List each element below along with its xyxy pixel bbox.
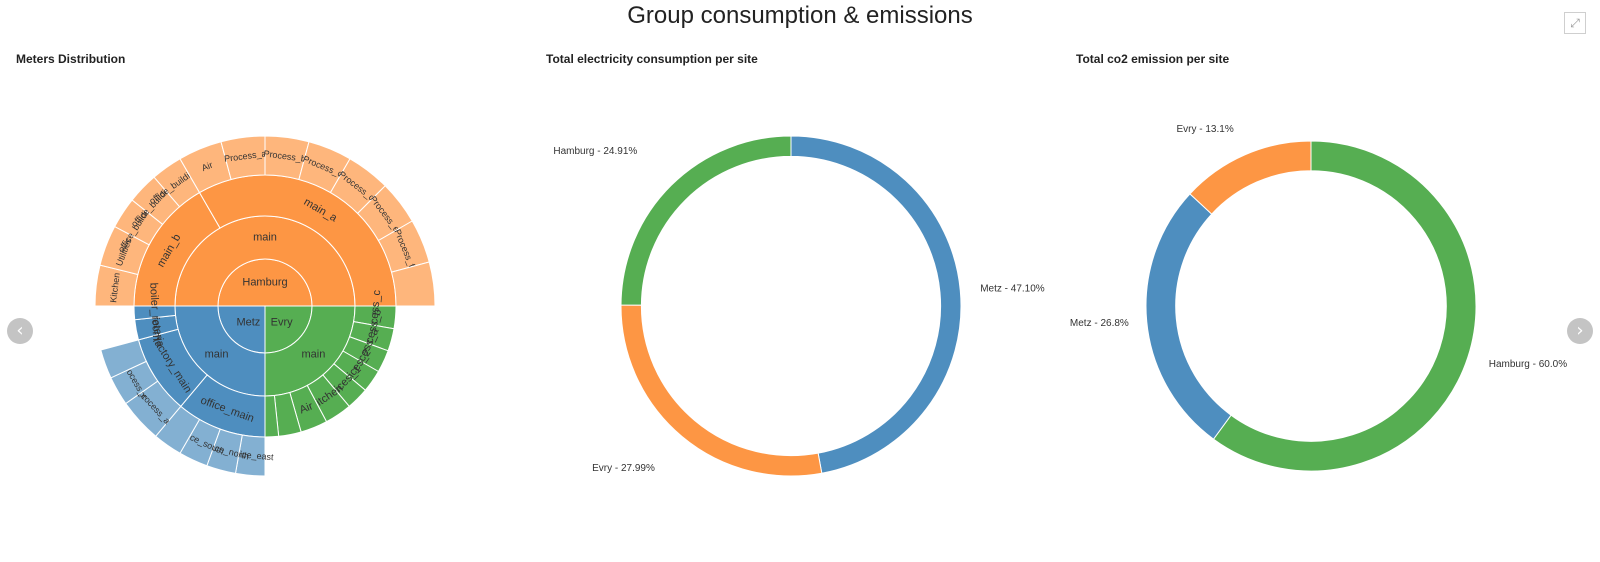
sunburst-label-evry: Evry — [271, 317, 294, 329]
co2-slice-evry[interactable] — [1189, 140, 1312, 215]
sunburst-chart: Hamburgmainmain_bKitchenUtilitiesoffice_… — [94, 135, 436, 477]
co2-slice-hamburg[interactable] — [1212, 140, 1477, 472]
electricity-consumption-title: Total electricity consumption per site — [546, 52, 758, 66]
expand-icon: ⤢ — [1570, 16, 1580, 30]
co2-label-metz: Metz - 26.8% — [1070, 318, 1129, 329]
sunburst-segment-boiler-room[interactable] — [133, 305, 177, 321]
sunburst-label-main: main — [302, 348, 326, 360]
co2-emission-title: Total co2 emission per site — [1076, 52, 1230, 66]
chevron-left-icon: ‹ — [16, 320, 24, 341]
co2-donut-chart: Hamburg - 60.0% Metz - 26.8% Evry - 13.1% — [1070, 124, 1567, 472]
sunburst-segment-unnamed[interactable] — [390, 261, 436, 307]
electricity-label-hamburg: Hamburg - 24.91% — [553, 146, 637, 157]
fullscreen-button[interactable]: ⤢ — [1564, 12, 1586, 34]
electricity-label-metz: Metz - 47.10% — [980, 283, 1045, 294]
chevron-right-icon: › — [1576, 320, 1584, 341]
sunburst-label-air: Air — [200, 160, 214, 173]
electricity-slice-hamburg[interactable] — [620, 135, 792, 306]
electricity-label-evry: Evry - 27.99% — [592, 463, 655, 474]
sunburst-label-boiler-room: boiler_room — [147, 282, 162, 341]
sunburst-label-main: main — [205, 348, 229, 360]
electricity-slice-evry[interactable] — [620, 304, 823, 477]
sunburst-label-air: Air — [298, 400, 315, 416]
sunburst-label-hamburg: Hamburg — [242, 276, 287, 288]
electricity-slice-metz[interactable] — [790, 135, 962, 474]
co2-label-evry: Evry - 13.1% — [1176, 124, 1233, 135]
sunburst-label-main: main — [253, 231, 277, 243]
page-title: Group consumption & emissions — [627, 2, 973, 29]
co2-label-hamburg: Hamburg - 60.0% — [1489, 359, 1567, 370]
sunburst-label-metz: Metz — [236, 317, 260, 329]
sunburst-label-office-east: office_east — [230, 448, 275, 462]
sunburst-label-kitchen: Kitchen — [108, 272, 122, 303]
next-slide-button[interactable]: › — [1567, 318, 1593, 344]
previous-slide-button[interactable]: ‹ — [7, 318, 33, 344]
meters-distribution-title: Meters Distribution — [16, 52, 126, 66]
electricity-donut-chart: Metz - 47.10% Evry - 27.99% Hamburg - 24.9… — [553, 135, 1045, 477]
co2-slice-metz[interactable] — [1145, 193, 1232, 440]
